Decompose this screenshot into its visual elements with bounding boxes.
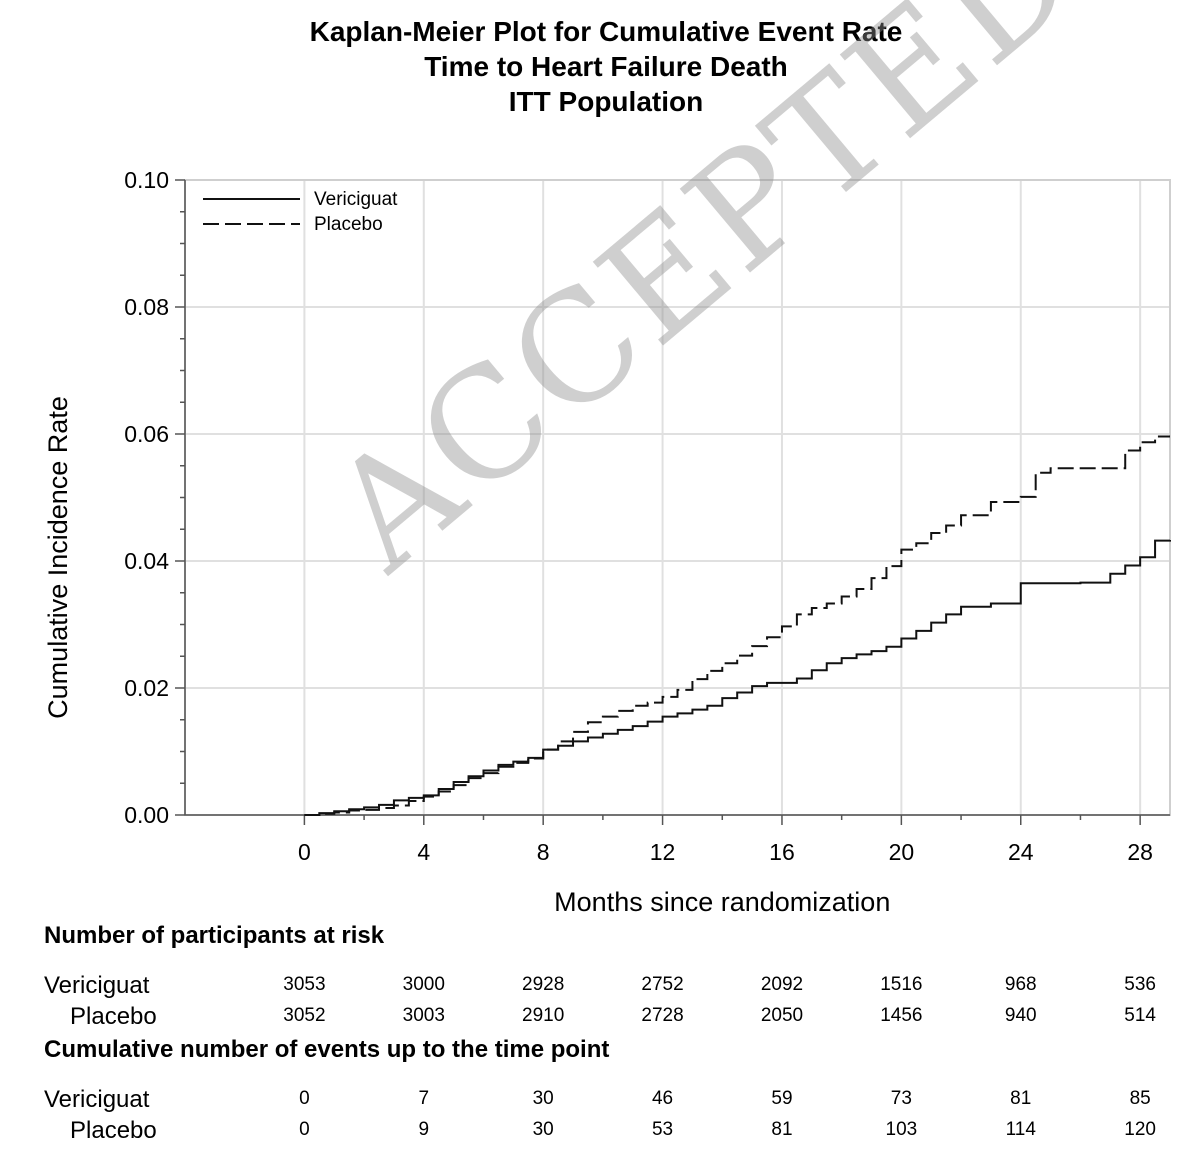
y-axis-label: Cumulative Incidence Rate xyxy=(43,396,73,719)
table-cell: 968 xyxy=(1004,974,1037,995)
x-tick-label: 4 xyxy=(417,839,430,865)
cumulative-events-title: Cumulative number of events up to the ti… xyxy=(44,1036,610,1063)
table-cell: 120 xyxy=(1124,1119,1156,1140)
table-cell: 85 xyxy=(1129,1088,1151,1109)
table-cell: 1456 xyxy=(880,1005,923,1026)
table-cell: 73 xyxy=(890,1088,912,1109)
x-axis-label: Months since randomization xyxy=(554,887,890,917)
table-cell: 114 xyxy=(1005,1119,1036,1140)
table-cell: 53 xyxy=(651,1119,674,1140)
x-tick-label: 0 xyxy=(298,839,311,865)
table-cell: 2050 xyxy=(760,1005,804,1026)
table-cell: 3003 xyxy=(402,1005,445,1026)
table-cell: 0 xyxy=(299,1088,310,1109)
table-cell: 3052 xyxy=(283,1005,326,1026)
table-cell: 2752 xyxy=(641,974,684,995)
legend-label-placebo: Placebo xyxy=(314,214,383,235)
x-tick-label: 8 xyxy=(537,839,550,865)
table-row-label: Placebo xyxy=(70,1117,157,1144)
legend-label-vericiguat: Vericiguat xyxy=(314,189,398,210)
table-cell: 7 xyxy=(418,1088,430,1109)
table-cell: 2092 xyxy=(760,974,804,995)
at-risk-title: Number of participants at risk xyxy=(44,922,385,949)
table-cell: 0 xyxy=(299,1119,310,1140)
chart-subtitle-2: ITT Population xyxy=(508,86,704,117)
table-cell: 30 xyxy=(532,1119,554,1140)
table-cell: 2928 xyxy=(522,974,565,995)
series-line-placebo xyxy=(304,435,1170,816)
x-tick-label: 24 xyxy=(1008,839,1034,865)
table-cell: 30 xyxy=(532,1088,554,1109)
x-tick-label: 28 xyxy=(1127,839,1153,865)
chart-subtitle-1: Time to Heart Failure Death xyxy=(424,51,788,82)
table-cell: 1516 xyxy=(880,974,923,995)
chart-title: Kaplan-Meier Plot for Cumulative Event R… xyxy=(309,16,903,47)
table-cell: 59 xyxy=(771,1088,793,1109)
table-cell: 2910 xyxy=(522,1005,565,1026)
x-tick-label: 20 xyxy=(889,839,915,865)
table-cell: 46 xyxy=(651,1088,674,1109)
table-cell: 81 xyxy=(771,1119,793,1140)
series-line-vericiguat xyxy=(304,539,1171,816)
table-row-label: Vericiguat xyxy=(44,972,150,999)
table-cell: 3000 xyxy=(402,974,445,995)
table-cell: 2728 xyxy=(641,1005,684,1026)
km-plot: 0.00 0.02 0.04 0.06 0.08 0.10 0 4 8 12 16 20 24 28 Mon… xyxy=(43,167,1171,917)
table-cell: 81 xyxy=(1010,1088,1032,1109)
y-tick-label: 0.04 xyxy=(124,548,169,574)
y-tick-label: 0.06 xyxy=(124,421,169,447)
x-tick-label: 12 xyxy=(650,839,676,865)
x-tick-label: 16 xyxy=(769,839,795,865)
chart-titles: Kaplan-Meier Plot for Cumulative Event R… xyxy=(0,14,1200,119)
table-row-label: Vericiguat xyxy=(44,1086,150,1113)
table-cell: 9 xyxy=(418,1119,430,1140)
table-cell: 536 xyxy=(1124,974,1156,995)
y-tick-label: 0.00 xyxy=(124,802,169,828)
y-tick-label: 0.08 xyxy=(124,294,169,320)
table-cell: 103 xyxy=(885,1119,918,1140)
table-cell: 514 xyxy=(1124,1005,1156,1026)
table-cell: 940 xyxy=(1004,1005,1037,1026)
y-tick-label: 0.10 xyxy=(124,167,169,193)
y-tick-label: 0.02 xyxy=(124,675,169,701)
table-row-label: Placebo xyxy=(70,1003,157,1030)
table-cell: 3053 xyxy=(283,974,326,995)
